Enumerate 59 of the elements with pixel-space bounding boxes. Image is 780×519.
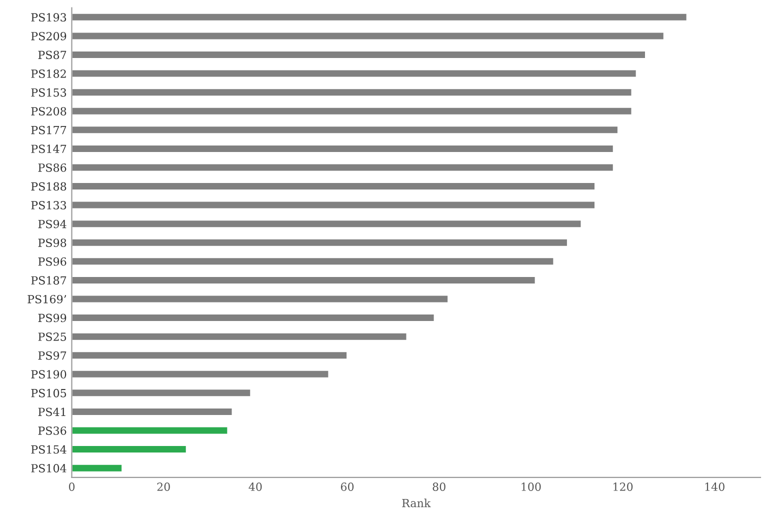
bar: [72, 444, 188, 454]
y-tick-label: PS86: [38, 163, 66, 172]
y-tick-label: PS147: [31, 144, 66, 154]
bar: [72, 200, 596, 210]
y-tick-label: PS169’: [28, 294, 66, 304]
bar: [72, 407, 234, 416]
x-tick-label: 60: [340, 482, 354, 491]
bar: [72, 12, 688, 22]
y-tick-label: PS154: [31, 445, 66, 454]
bar: [72, 276, 536, 285]
bar: [72, 350, 348, 360]
bar: [72, 332, 408, 342]
bar: [72, 256, 555, 266]
bar: [72, 162, 614, 172]
x-tick-label: 80: [432, 482, 446, 491]
x-tick-label: 140: [705, 482, 724, 491]
y-tick-label: PS105: [31, 388, 66, 398]
x-tick-label: 0: [68, 482, 75, 491]
y-tick-label: PS209: [31, 32, 66, 40]
y-tick-label: PS36: [38, 426, 66, 435]
y-tick-label: PS25: [38, 332, 66, 341]
bar: [72, 370, 330, 379]
y-tick-label: PS98: [38, 238, 66, 248]
y-tick-label: PS97: [38, 351, 66, 360]
y-tick-label: PS96: [38, 257, 66, 266]
y-tick-label: PS87: [38, 50, 66, 60]
bar: [72, 388, 252, 398]
y-tick-label: PS177: [31, 126, 66, 134]
bar: [72, 463, 123, 473]
bar: [72, 125, 619, 135]
bar: [72, 88, 633, 97]
y-tick-label: PS153: [31, 88, 66, 97]
bar: [72, 106, 633, 116]
bar: [72, 182, 596, 191]
x-tick-label: 100: [522, 482, 541, 491]
y-tick-label: PS208: [31, 107, 66, 116]
y-tick-label: PS193: [31, 13, 66, 22]
y-tick-label: PS104: [31, 464, 66, 472]
y-tick-label: PS188: [31, 182, 66, 191]
bar: [72, 219, 582, 228]
bar: [72, 238, 568, 248]
y-tick-label: PS94: [38, 220, 66, 228]
bar: [72, 50, 646, 60]
bar: [72, 313, 436, 322]
bar: [72, 31, 665, 41]
y-tick-label: PS182: [31, 70, 66, 78]
y-tick-label: PS190: [31, 370, 66, 379]
x-tick-label: 40: [248, 482, 262, 491]
y-tick-label: PS187: [31, 276, 66, 285]
x-tick-label: 20: [157, 482, 170, 491]
bar: [72, 68, 638, 78]
y-tick-label: PS133: [31, 201, 66, 210]
x-tick-label: 120: [614, 482, 633, 491]
y-tick-label: PS99: [38, 314, 66, 322]
y-tick-label: PS41: [38, 408, 66, 416]
x-axis-title: Rank: [402, 498, 431, 508]
bar: [72, 294, 449, 304]
bar: [72, 144, 614, 154]
bar: [72, 426, 229, 436]
